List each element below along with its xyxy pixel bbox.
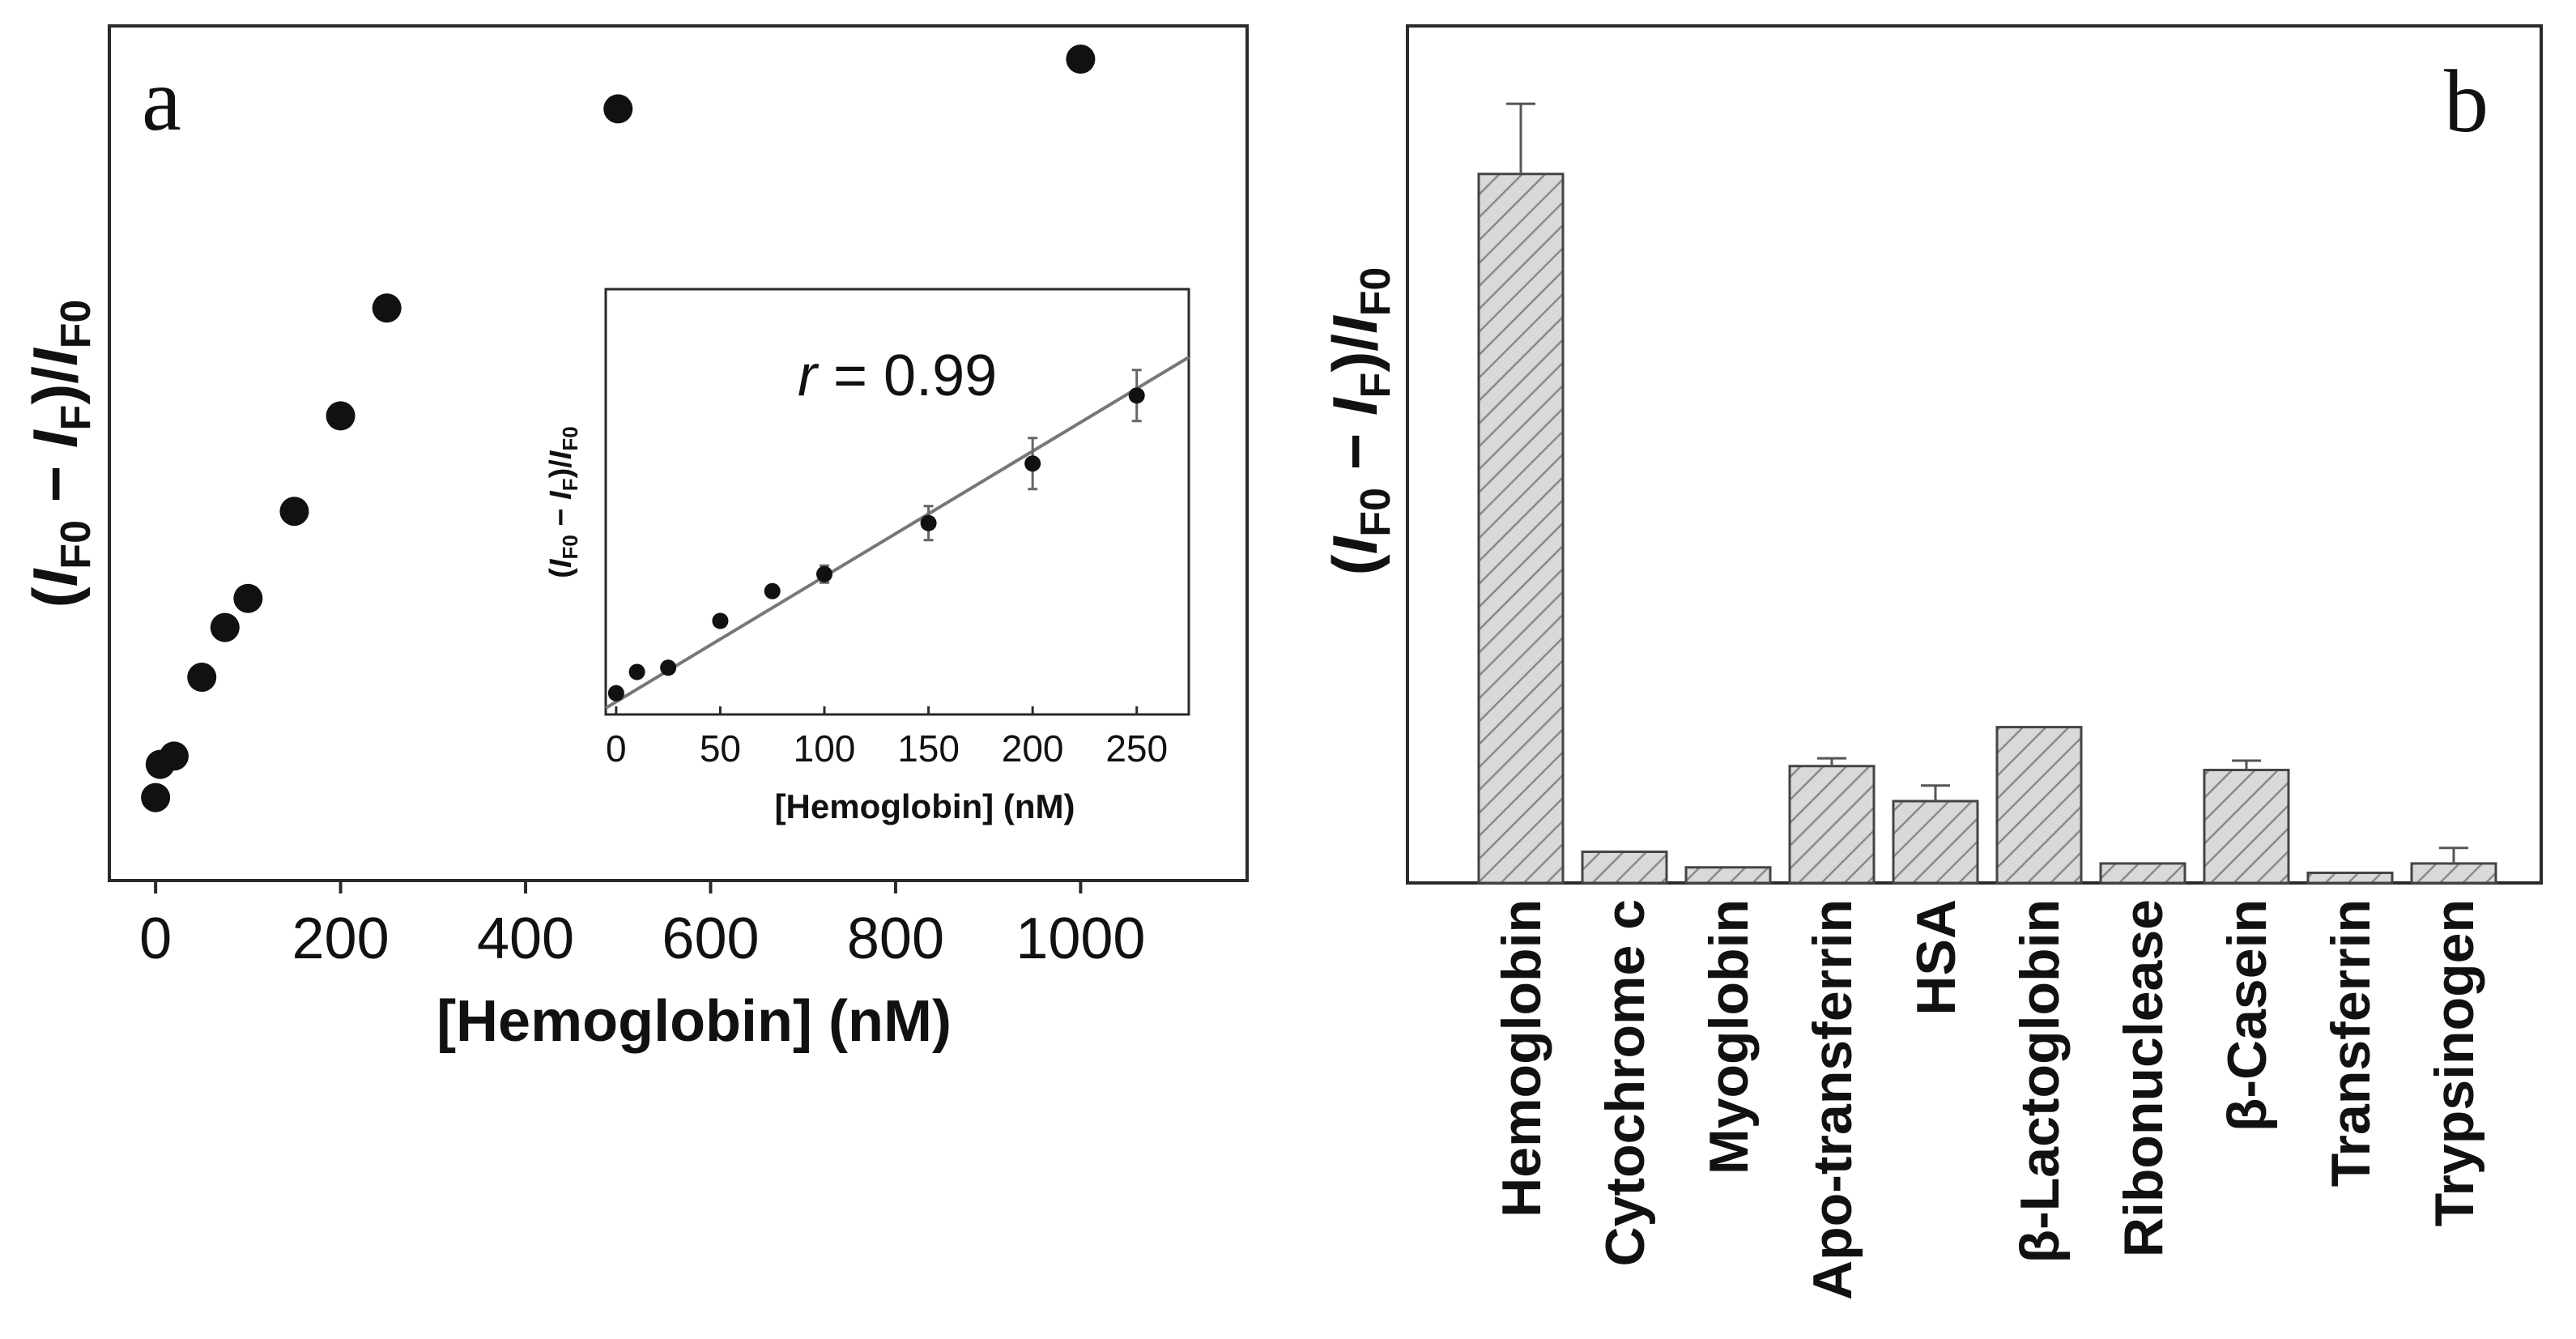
inset-point-1 [628,663,645,680]
panel-b-bar-3 [1788,765,1876,885]
panel-b-y-axis-label: (IF0 − IF)/IF0 [1319,267,1399,576]
panel-b-category-label-5: β-Lactoglobin [2009,899,2071,1263]
panel-a-data-points [141,44,1096,812]
inset-fit-line [604,356,1190,710]
panel-a-point-9 [603,94,633,124]
panel-b-category-label-8: Transferrin [2320,899,2382,1187]
panel-a-point-3 [187,663,217,693]
inset-x-tick-label-5: 250 [1105,727,1168,770]
panel-b-error-bar-3 [1817,757,1846,766]
panel-a-x-tick-label-5: 1000 [1015,906,1145,971]
panel-a-x-axis-label: [Hemoglobin] (nM) [436,989,952,1054]
panel-b-bar-5 [1995,726,2083,885]
panel-b-category-label-3: Apo-transferrin [1802,899,1863,1300]
panel-b: b (IF0 − IF)/IF0 Hemoglobin Cytochrome c M… [1319,24,2543,1300]
panel-a-label: a [142,50,181,149]
inset-x-tick-label-4: 200 [1002,727,1064,770]
panel-a-x-tick-label-0: 0 [139,906,172,971]
inset-x-axis-label: [Hemoglobin] (nM) [775,787,1075,825]
panel-b-bar-8 [2306,871,2394,885]
inset-point-3 [712,612,729,629]
panel-b-category-labels: Hemoglobin Cytochrome c Myoglobin Apo-trans… [1491,899,2485,1300]
panel-b-error-bar-4 [1921,784,1950,802]
panel-b-bar-2 [1684,866,1772,885]
inset-x-tick-label-0: 0 [606,727,627,770]
panel-a-x-tick-label-2: 400 [477,906,574,971]
panel-b-error-bar-0 [1506,102,1535,174]
inset-point-4 [764,582,781,599]
panel-b-bar-1 [1581,851,1668,885]
panel-b-bar-9 [2410,862,2497,885]
panel-b-frame [1406,24,2543,885]
inset-point-5 [816,565,832,582]
panel-b-bar-0 [1477,173,1565,885]
panel-a-point-5 [233,583,263,613]
panel-b-label: b [2444,52,2489,151]
panel-a-point-7 [326,401,356,431]
panel-a-x-ticks [154,881,1083,893]
panel-a-x-tick-label-3: 600 [662,906,759,971]
panel-b-bar-7 [2203,769,2290,885]
inset-data-points [607,387,1145,701]
inset-x-tick-label-3: 150 [897,727,960,770]
inset-point-2 [660,659,677,676]
panel-a-y-axis-label: (IF0 − IF)/IF0 [19,300,100,608]
inset-plot: r = 0.99 0 50 100 150 200 250 [Hemoglobin] (n… [544,288,1190,825]
inset-point-6 [920,514,937,531]
panel-b-bars [1477,173,2497,885]
inset-y-axis-label: (IF0 − IF)/IF0 [544,426,582,578]
inset-frame [604,288,1190,716]
panel-a-x-tick-label-1: 200 [292,906,389,971]
panel-b-category-label-6: Ribonuclease [2113,899,2174,1257]
panel-a-point-4 [210,612,240,642]
inset-point-8 [1128,387,1145,404]
panel-a-x-tick-label-4: 800 [847,906,944,971]
panel-b-error-bar-7 [2232,759,2261,770]
panel-b-error-bars [1506,102,2468,864]
inset-x-tick-label-2: 100 [794,727,856,770]
inset-point-7 [1024,455,1041,472]
panel-b-category-label-9: Trypsinogen [2424,899,2485,1226]
panel-a-frame [108,24,1249,882]
panel-a-point-8 [372,293,402,323]
panel-b-bar-4 [1892,800,1979,885]
panel-a-x-tick-labels: 0 200 400 600 800 1000 [139,906,1145,971]
panel-a-point-10 [1066,44,1096,74]
panel-b-category-label-7: β-Casein [2216,899,2278,1132]
panel-b-category-label-0: Hemoglobin [1491,899,1552,1217]
panel-a-point-2 [159,741,189,771]
panel-a-point-6 [279,497,309,527]
panel-b-category-label-4: HSA [1905,899,1967,1016]
inset-x-tick-label-1: 50 [700,727,741,770]
inset-annotation-r: r = 0.99 [798,343,997,408]
panel-b-category-label-2: Myoglobin [1698,899,1760,1175]
panel-b-error-bar-9 [2439,846,2468,864]
inset-point-0 [607,684,624,701]
panel-a-point-0 [141,783,171,812]
inset-x-ticks [615,706,1139,714]
inset-x-tick-labels: 0 50 100 150 200 250 [606,727,1168,770]
panel-b-category-label-1: Cytochrome c [1595,899,1656,1266]
panel-b-bar-6 [2099,862,2186,885]
panel-a: a 0 200 400 600 800 1000 [Hemoglobin] (nM) (I… [19,24,1249,1054]
